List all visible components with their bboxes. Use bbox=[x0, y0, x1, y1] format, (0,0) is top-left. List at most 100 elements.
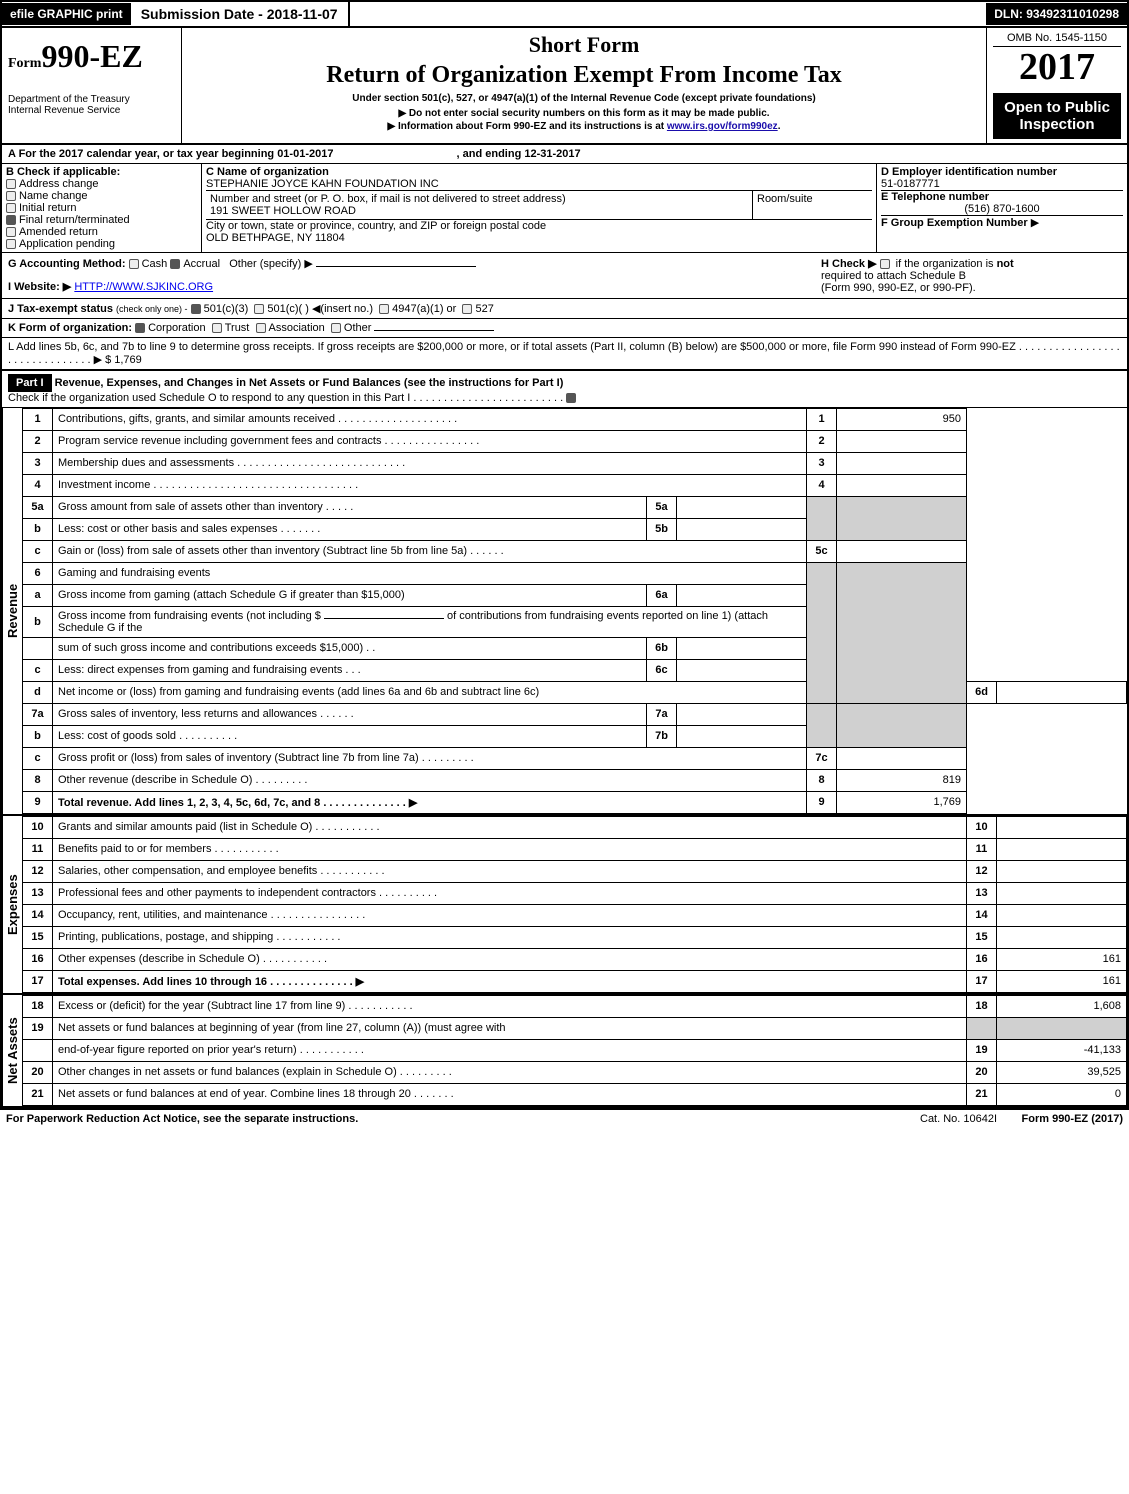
line-12-desc: Salaries, other compensation, and employ… bbox=[53, 860, 967, 882]
chk-final-return[interactable]: Final return/terminated bbox=[6, 214, 197, 226]
line-8-desc: Other revenue (describe in Schedule O) .… bbox=[53, 769, 807, 791]
line-12: 12Salaries, other compensation, and empl… bbox=[23, 860, 1127, 882]
line-10: 10Grants and similar amounts paid (list … bbox=[23, 816, 1127, 838]
line-16: 16Other expenses (describe in Schedule O… bbox=[23, 948, 1127, 970]
line-6: 6Gaming and fundraising events bbox=[23, 562, 1127, 584]
name-change-label: Name change bbox=[19, 190, 88, 202]
line-9-desc: Total revenue. Add lines 1, 2, 3, 4, 5c,… bbox=[53, 791, 807, 813]
chk-501c[interactable] bbox=[254, 304, 264, 314]
chk-accrual[interactable] bbox=[170, 259, 180, 269]
line-7b-desc: Less: cost of goods sold . . . . . . . .… bbox=[53, 725, 647, 747]
line-10-desc: Grants and similar amounts paid (list in… bbox=[53, 816, 967, 838]
line-19-amount: -41,133 bbox=[997, 1039, 1127, 1061]
dept-irs: Internal Revenue Service bbox=[8, 105, 175, 116]
j-501c3: 501(c)(3) bbox=[204, 303, 249, 315]
line-6d-amount bbox=[997, 681, 1127, 703]
footer-right: Cat. No. 10642I Form 990-EZ (2017) bbox=[920, 1113, 1123, 1125]
h-text2: required to attach Schedule B bbox=[821, 270, 966, 282]
b-c-d-section: B Check if applicable: Address change Na… bbox=[2, 164, 1127, 253]
short-form-label: Short Form bbox=[188, 32, 980, 58]
line-9-amount: 1,769 bbox=[837, 791, 967, 813]
instructions-pre: ▶ Information about Form 990-EZ and its … bbox=[388, 121, 667, 132]
line-8: 8Other revenue (describe in Schedule O) … bbox=[23, 769, 1127, 791]
expenses-table: 10Grants and similar amounts paid (list … bbox=[22, 816, 1127, 993]
line-2-desc: Program service revenue including govern… bbox=[53, 430, 807, 452]
line-6b-blank[interactable] bbox=[324, 618, 444, 619]
line-14-desc: Occupancy, rent, utilities, and maintena… bbox=[53, 904, 967, 926]
line-18: 18Excess or (deficit) for the year (Subt… bbox=[23, 995, 1127, 1017]
line-12-amount bbox=[997, 860, 1127, 882]
line-17: 17Total expenses. Add lines 10 through 1… bbox=[23, 970, 1127, 992]
calendar-year-row: A For the 2017 calendar year, or tax yea… bbox=[2, 145, 1127, 164]
chk-name-change[interactable]: Name change bbox=[6, 190, 197, 202]
line-7a: 7aGross sales of inventory, less returns… bbox=[23, 703, 1127, 725]
line-5c-desc: Gain or (loss) from sale of assets other… bbox=[53, 540, 807, 562]
k-trust: Trust bbox=[225, 322, 250, 334]
line-6d-desc: Net income or (loss) from gaming and fun… bbox=[53, 681, 807, 703]
k-other-input[interactable] bbox=[374, 330, 494, 331]
part1-desc: Part I Revenue, Expenses, and Changes in… bbox=[2, 371, 1127, 407]
chk-schedule-o[interactable] bbox=[566, 393, 576, 403]
line-14-amount bbox=[997, 904, 1127, 926]
line-9: 9Total revenue. Add lines 1, 2, 3, 4, 5c… bbox=[23, 791, 1127, 813]
room-suite: Room/suite bbox=[752, 191, 872, 219]
chk-assoc[interactable] bbox=[256, 323, 266, 333]
chk-527[interactable] bbox=[462, 304, 472, 314]
accrual-label: Accrual bbox=[183, 258, 220, 270]
tel-value: (516) 870-1600 bbox=[881, 203, 1123, 216]
other-specify-input[interactable] bbox=[316, 266, 476, 267]
h-block: H Check ▶ if the organization is not req… bbox=[821, 257, 1121, 294]
other-label: Other (specify) ▶ bbox=[229, 258, 313, 270]
chk-pending[interactable]: Application pending bbox=[6, 238, 197, 250]
line-10-amount bbox=[997, 816, 1127, 838]
g-block: G Accounting Method: Cash Accrual Other … bbox=[8, 257, 821, 294]
line-7a-desc: Gross sales of inventory, less returns a… bbox=[53, 703, 647, 725]
k-row: K Form of organization: Corporation Trus… bbox=[2, 319, 1127, 338]
cat-no: Cat. No. 10642I bbox=[920, 1113, 997, 1125]
k-label: K Form of organization: bbox=[8, 322, 132, 334]
line-6c-desc: Less: direct expenses from gaming and fu… bbox=[53, 659, 647, 681]
address-change-label: Address change bbox=[19, 178, 99, 190]
netassets-table: 18Excess or (deficit) for the year (Subt… bbox=[22, 995, 1127, 1106]
line-18-desc: Excess or (deficit) for the year (Subtra… bbox=[53, 995, 967, 1017]
chk-h[interactable] bbox=[880, 259, 890, 269]
chk-trust[interactable] bbox=[212, 323, 222, 333]
line-17-desc: Total expenses. Add lines 10 through 16 … bbox=[53, 970, 967, 992]
return-title: Return of Organization Exempt From Incom… bbox=[188, 62, 980, 89]
j-label: J Tax-exempt status bbox=[8, 303, 113, 315]
chk-initial-return[interactable]: Initial return bbox=[6, 202, 197, 214]
l-row: L Add lines 5b, 6c, and 7b to line 9 to … bbox=[2, 338, 1127, 371]
chk-other-org[interactable] bbox=[331, 323, 341, 333]
line-5c-amount bbox=[837, 540, 967, 562]
h-text1: if the organization is bbox=[896, 258, 994, 270]
line-21: 21Net assets or fund balances at end of … bbox=[23, 1083, 1127, 1105]
chk-address-change[interactable]: Address change bbox=[6, 178, 197, 190]
form-number: Form990-EZ bbox=[8, 40, 175, 72]
part1-check: Check if the organization used Schedule … bbox=[8, 392, 563, 404]
chk-501c3[interactable] bbox=[191, 304, 201, 314]
form-container: efile GRAPHIC print Submission Date - 20… bbox=[0, 0, 1129, 1110]
line-3-desc: Membership dues and assessments . . . . … bbox=[53, 452, 807, 474]
dept-treasury: Department of the Treasury bbox=[8, 94, 175, 105]
line-6b-pre: Gross income from fundraising events (no… bbox=[58, 610, 324, 622]
instructions-link[interactable]: www.irs.gov/form990ez bbox=[667, 121, 778, 132]
line-5c: cGain or (loss) from sale of assets othe… bbox=[23, 540, 1127, 562]
efile-print-button[interactable]: efile GRAPHIC print bbox=[2, 3, 131, 25]
website-link[interactable]: HTTP://WWW.SJKINC.ORG bbox=[74, 281, 213, 293]
chk-amended[interactable]: Amended return bbox=[6, 226, 197, 238]
chk-4947[interactable] bbox=[379, 304, 389, 314]
line-4-amount bbox=[837, 474, 967, 496]
chk-corp[interactable] bbox=[135, 323, 145, 333]
line-3-amount bbox=[837, 452, 967, 474]
b-label: B Check if applicable: bbox=[6, 166, 197, 178]
line-7c: cGross profit or (loss) from sales of in… bbox=[23, 747, 1127, 769]
b-column: B Check if applicable: Address change Na… bbox=[2, 164, 202, 252]
org-name-block: C Name of organization STEPHANIE JOYCE K… bbox=[206, 166, 872, 191]
tax-year: 2017 bbox=[993, 47, 1121, 89]
line-15: 15Printing, publications, postage, and s… bbox=[23, 926, 1127, 948]
chk-cash[interactable] bbox=[129, 259, 139, 269]
org-name: STEPHANIE JOYCE KAHN FOUNDATION INC bbox=[206, 178, 872, 190]
street-label: Number and street (or P. O. box, if mail… bbox=[210, 193, 748, 205]
group-exemption: F Group Exemption Number ▶ bbox=[881, 216, 1123, 229]
expenses-section: Expenses 10Grants and similar amounts pa… bbox=[2, 816, 1127, 995]
